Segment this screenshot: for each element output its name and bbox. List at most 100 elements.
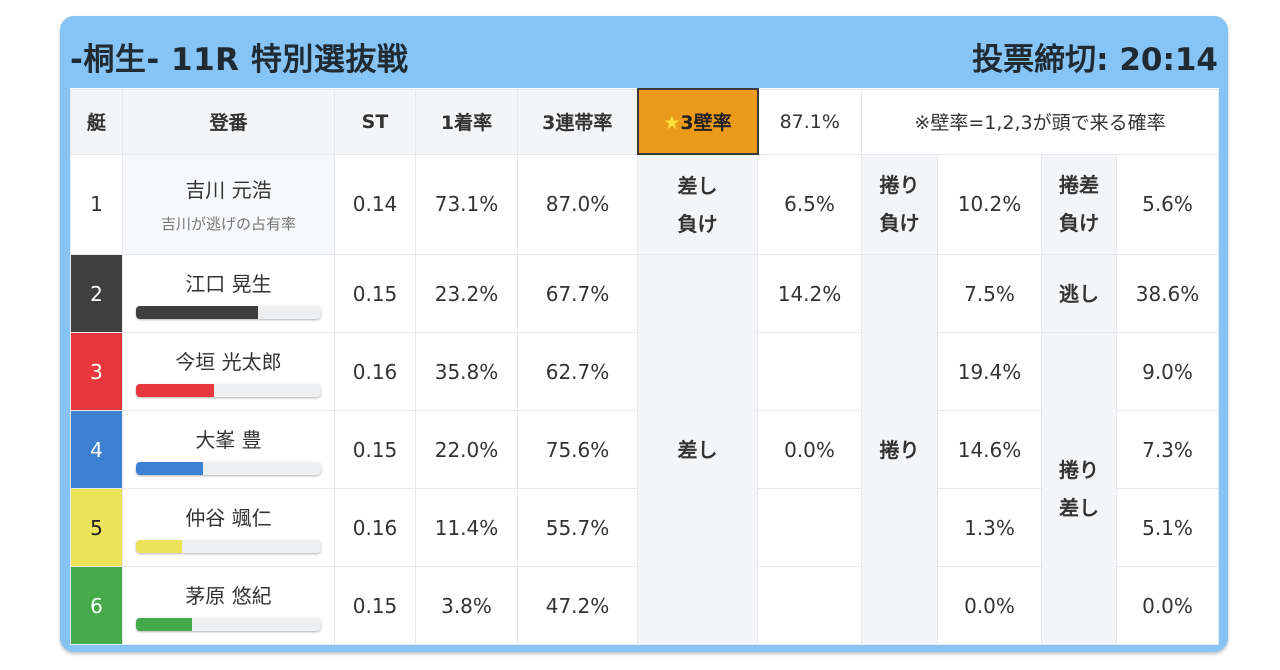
rate-bar-fill bbox=[136, 384, 214, 397]
label-line: 負け bbox=[677, 211, 718, 236]
st-value: 0.14 bbox=[334, 153, 416, 255]
race-title: -桐生- 11R 特別選抜戦 bbox=[70, 42, 409, 78]
makuri-value: 1.3% bbox=[937, 488, 1042, 567]
makurizashi-value: 7.3% bbox=[1116, 410, 1219, 489]
rate-bar bbox=[136, 540, 321, 553]
makuri-value: 14.6% bbox=[937, 410, 1042, 489]
makuri-make-label: 捲り 負け bbox=[861, 153, 938, 255]
top3-rate: 87.0% bbox=[517, 153, 638, 255]
win-rate: 3.8% bbox=[415, 566, 518, 645]
boat-number: 6 bbox=[70, 566, 123, 645]
col-st: ST bbox=[334, 88, 416, 155]
top3-rate: 55.7% bbox=[517, 488, 638, 567]
racer-cell: 茅原 悠紀 bbox=[122, 566, 335, 645]
win-rate: 22.0% bbox=[415, 410, 518, 489]
label-line: 負け bbox=[879, 211, 920, 236]
header-row: 艇 登番 ST 1着率 3連帯率 ★3壁率 87.1% ※壁率=1,2,3が頭で… bbox=[70, 88, 1219, 155]
boat-number: 2 bbox=[70, 254, 123, 333]
sashi-value bbox=[757, 566, 862, 645]
nige-label: 逃し bbox=[1041, 254, 1117, 333]
boat-number: 3 bbox=[70, 332, 123, 411]
makuri-make-value: 10.2% bbox=[937, 153, 1042, 255]
racer-name[interactable]: 今垣 光太郎 bbox=[175, 350, 282, 374]
makurizashi-make-value: 5.6% bbox=[1116, 153, 1219, 255]
top3-rate: 75.6% bbox=[517, 410, 638, 489]
win-rate: 73.1% bbox=[415, 153, 518, 255]
st-value: 0.15 bbox=[334, 254, 416, 333]
col-win-rate: 1着率 bbox=[415, 88, 518, 155]
label-line: 捲り bbox=[1059, 457, 1099, 482]
label-line: 捲差 bbox=[1059, 173, 1099, 198]
makurizashi-label: 捲り 差し bbox=[1041, 332, 1117, 645]
race-table: 艇 登番 ST 1着率 3連帯率 ★3壁率 87.1% ※壁率=1,2,3が頭で… bbox=[70, 88, 1219, 645]
col-boat: 艇 bbox=[70, 88, 123, 155]
st-value: 0.16 bbox=[334, 488, 416, 567]
makurizashi-value: 5.1% bbox=[1116, 488, 1219, 567]
makurizashi-value: 9.0% bbox=[1116, 332, 1219, 411]
makurizashi-make-label: 捲差 負け bbox=[1041, 153, 1117, 255]
wall-rate-note: ※壁率=1,2,3が頭で来る確率 bbox=[861, 88, 1219, 155]
racer-name[interactable]: 江口 晃生 bbox=[185, 272, 272, 296]
racer-cell: 大峯 豊 bbox=[122, 410, 335, 489]
race-panel: -桐生- 11R 特別選抜戦 投票締切: 20:14 艇 登番 ST 1着率 3… bbox=[60, 16, 1228, 652]
label-line: 負け bbox=[1059, 211, 1099, 236]
boat-number: 1 bbox=[70, 153, 123, 255]
racer-cell: 仲谷 颯仁 bbox=[122, 488, 335, 567]
racer-name[interactable]: 吉川 元浩 bbox=[185, 178, 272, 203]
racer-name[interactable]: 茅原 悠紀 bbox=[185, 584, 272, 608]
win-rate: 23.2% bbox=[415, 254, 518, 333]
wall-rate-value: 87.1% bbox=[757, 88, 862, 155]
st-value: 0.15 bbox=[334, 410, 416, 489]
table-row: 1 吉川 元浩吉川が逃げの占有率 0.14 73.1% 87.0% 差し負け 6… bbox=[70, 153, 1219, 255]
col-racer: 登番 bbox=[122, 88, 335, 155]
makuri-value: 7.5% bbox=[937, 254, 1042, 333]
racer-cell: 吉川 元浩吉川が逃げの占有率 bbox=[122, 153, 335, 255]
label-line: 捲り bbox=[879, 173, 920, 198]
makuri-value: 19.4% bbox=[937, 332, 1042, 411]
sashi-make-label: 差し 負け bbox=[637, 153, 758, 255]
racer-name[interactable]: 大峯 豊 bbox=[195, 428, 262, 452]
racer-cell: 今垣 光太郎 bbox=[122, 332, 335, 411]
sashi-value bbox=[757, 488, 862, 567]
sashi-label: 差し bbox=[637, 254, 758, 645]
makuri-label: 捲り bbox=[861, 254, 938, 645]
rate-bar-fill bbox=[136, 540, 183, 553]
wall-rate-button[interactable]: ★3壁率 bbox=[636, 88, 759, 155]
star-icon: ★ bbox=[663, 112, 681, 134]
top3-rate: 62.7% bbox=[517, 332, 638, 411]
table-row: 4 大峯 豊 0.15 22.0% 75.6% 0.0% 14.6% 7.3% bbox=[70, 410, 1219, 489]
racer-subtitle: 吉川が逃げの占有率 bbox=[160, 215, 296, 234]
rate-bar-fill bbox=[136, 306, 259, 319]
label-line: 差し bbox=[677, 173, 718, 198]
racer-name[interactable]: 仲谷 颯仁 bbox=[185, 506, 272, 530]
table-row: 2 江口 晃生 0.15 23.2% 67.7% 差し 14.2% 捲り 7.5… bbox=[70, 254, 1219, 645]
boat-number: 5 bbox=[70, 488, 123, 567]
rate-bar bbox=[136, 384, 321, 397]
wall-rate-label: ★3壁率 bbox=[663, 112, 732, 134]
win-rate: 11.4% bbox=[415, 488, 518, 567]
st-value: 0.15 bbox=[334, 566, 416, 645]
st-value: 0.16 bbox=[334, 332, 416, 411]
sashi-value: 14.2% bbox=[757, 254, 862, 333]
makurizashi-value: 0.0% bbox=[1116, 566, 1219, 645]
makuri-value: 0.0% bbox=[937, 566, 1042, 645]
label-line: 差し bbox=[1059, 495, 1099, 520]
sashi-make-value: 6.5% bbox=[757, 153, 862, 255]
rate-bar-fill bbox=[136, 462, 203, 475]
sashi-value: 0.0% bbox=[757, 410, 862, 489]
table-row: 5 仲谷 颯仁 0.16 11.4% 55.7% 1.3% 5.1% bbox=[70, 488, 1219, 567]
win-rate: 35.8% bbox=[415, 332, 518, 411]
sashi-value bbox=[757, 332, 862, 411]
top3-rate: 67.7% bbox=[517, 254, 638, 333]
voting-deadline: 投票締切: 20:14 bbox=[972, 42, 1218, 78]
top3-rate: 47.2% bbox=[517, 566, 638, 645]
col-top3-rate: 3連帯率 bbox=[517, 88, 638, 155]
rate-bar bbox=[136, 462, 321, 475]
nige-value: 38.6% bbox=[1116, 254, 1219, 333]
table-row: 6 茅原 悠紀 0.15 3.8% 47.2% 0.0% 0.0% bbox=[70, 566, 1219, 645]
table-row: 3 今垣 光太郎 0.16 35.8% 62.7% 19.4% 捲り差し 9.0… bbox=[70, 332, 1219, 645]
rate-bar bbox=[136, 306, 321, 319]
boat-number: 4 bbox=[70, 410, 123, 489]
rate-bar bbox=[136, 618, 321, 631]
rate-bar-fill bbox=[136, 618, 192, 631]
